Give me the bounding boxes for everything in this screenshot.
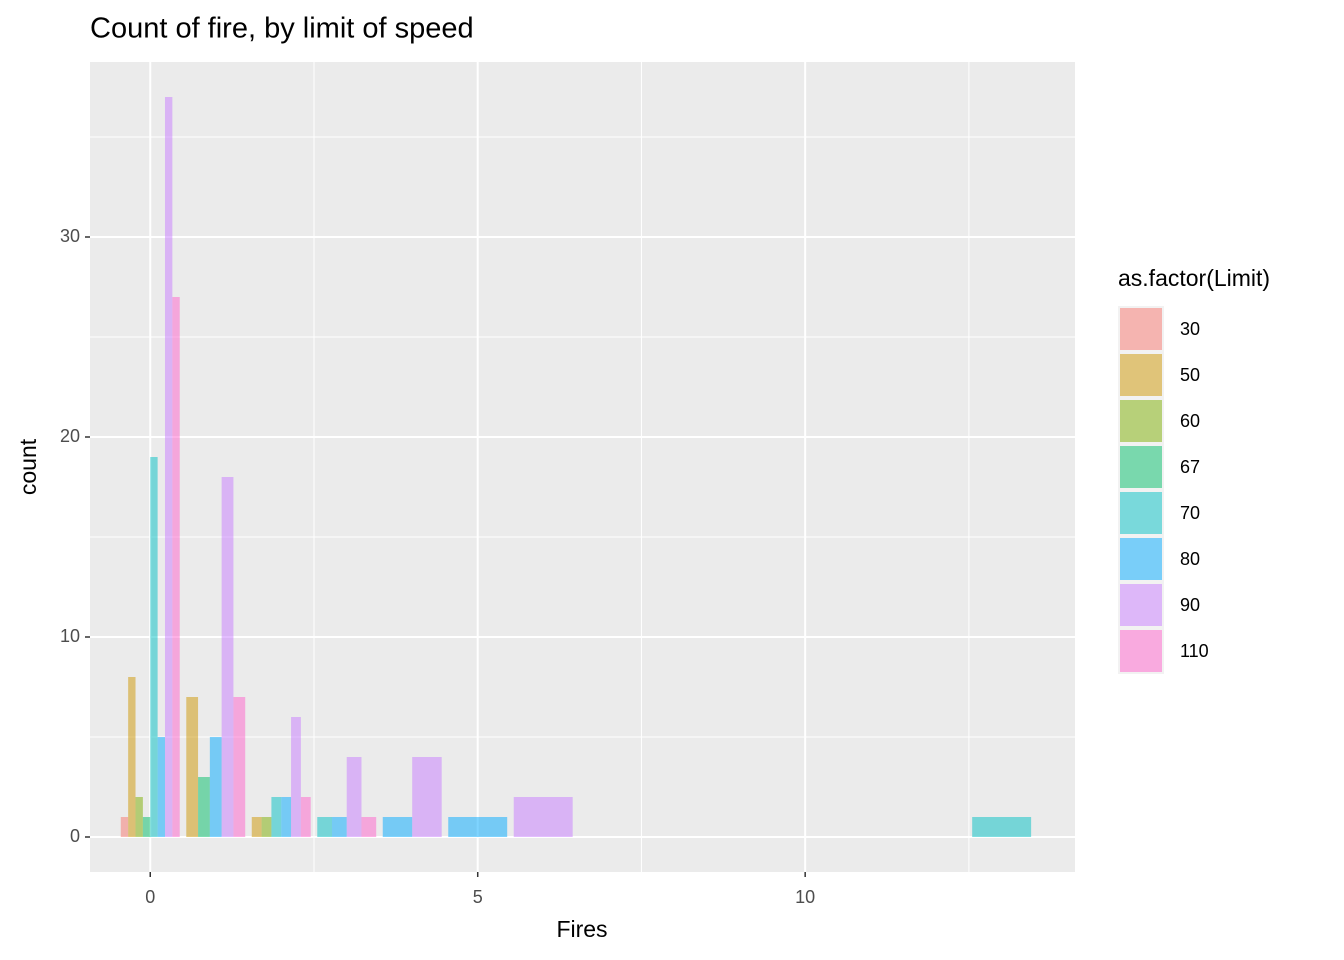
bar	[291, 717, 301, 837]
bar	[448, 817, 508, 837]
bar	[221, 477, 234, 837]
legend-label: 110	[1180, 641, 1209, 661]
bar	[300, 797, 311, 837]
bar	[382, 817, 413, 837]
bar	[164, 97, 173, 837]
legend-title: as.factor(Limit)	[1118, 265, 1270, 291]
y-tick-label: 20	[60, 426, 80, 446]
bar	[972, 817, 1032, 837]
y-tick-label: 10	[60, 626, 80, 646]
legend-swatch	[1120, 400, 1162, 442]
bar	[233, 697, 246, 837]
x-tick-label: 10	[795, 887, 815, 907]
bar	[412, 757, 442, 837]
bar	[135, 797, 143, 837]
x-tick-label: 5	[473, 887, 483, 907]
legend-label: 70	[1180, 503, 1200, 523]
legend-swatch	[1120, 446, 1162, 488]
y-axis-title: count	[15, 438, 41, 495]
legend-swatch	[1120, 538, 1162, 580]
bar	[271, 797, 282, 837]
bar	[513, 797, 573, 837]
x-tick-label: 0	[145, 887, 155, 907]
x-axis-title: Fires	[556, 916, 607, 942]
bar	[317, 817, 332, 837]
bar	[251, 817, 262, 837]
bar	[261, 817, 272, 837]
legend-label: 80	[1180, 549, 1200, 569]
legend-swatch	[1120, 584, 1162, 626]
legend-swatch	[1120, 492, 1162, 534]
legend-label: 50	[1180, 365, 1200, 385]
bar	[346, 757, 362, 837]
bar	[150, 457, 158, 837]
bar	[331, 817, 347, 837]
legend-label: 90	[1180, 595, 1200, 615]
bar	[198, 777, 210, 837]
bar	[281, 797, 292, 837]
y-tick-label: 0	[70, 826, 80, 846]
legend-swatch	[1120, 354, 1162, 396]
legend-swatch	[1120, 308, 1162, 350]
legend-label: 60	[1180, 411, 1200, 431]
bar	[361, 817, 377, 837]
legend-swatch	[1120, 630, 1162, 672]
bar	[120, 817, 129, 837]
bar	[172, 297, 180, 837]
bar	[128, 677, 136, 837]
bar	[142, 817, 151, 837]
bar	[157, 737, 165, 837]
legend-label: 67	[1180, 457, 1200, 477]
bar	[209, 737, 222, 837]
y-tick-label: 30	[60, 226, 80, 246]
legend-label: 30	[1180, 319, 1200, 339]
bar	[186, 697, 199, 837]
chart-title: Count of fire, by limit of speed	[90, 13, 474, 45]
